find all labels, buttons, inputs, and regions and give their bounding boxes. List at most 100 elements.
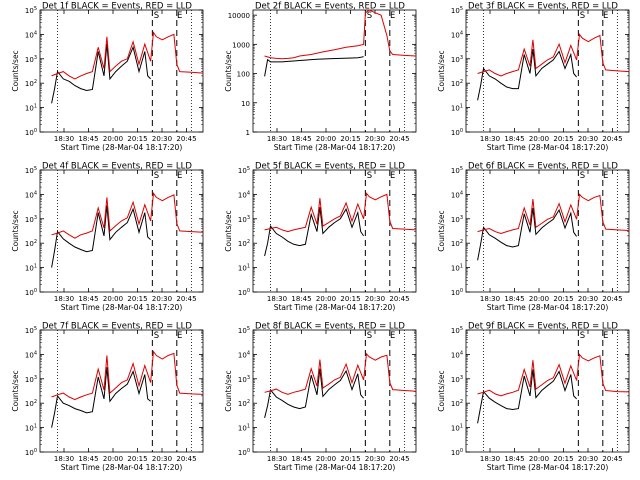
- y-axis-label: Counts/sec: [11, 50, 20, 91]
- x-axis-label: Start Time (28-Mar-04 18:17:20): [61, 463, 183, 472]
- x-tick-label: 18:45: [78, 135, 98, 143]
- y-tick-label: 100: [25, 288, 37, 297]
- x-tick-label: 18:45: [78, 455, 98, 463]
- events-series-line: [51, 367, 151, 428]
- x-axis-label: Start Time (28-Mar-04 18:17:20): [274, 303, 396, 312]
- y-tick-label: 102: [25, 399, 37, 408]
- x-tick-label: 20:15: [340, 135, 360, 143]
- marker-letter: E: [603, 171, 608, 181]
- x-tick-label: 20:00: [316, 455, 336, 463]
- y-tick-label: 103: [238, 215, 250, 224]
- lld-series-line: [477, 353, 630, 397]
- y-tick-label: 102: [238, 239, 250, 248]
- y-tick-label: 105: [451, 6, 463, 15]
- x-tick-label: 20:45: [602, 455, 622, 463]
- x-tick-label: 20:30: [365, 295, 385, 303]
- x-tick-label: 20:30: [152, 135, 172, 143]
- panel-title: Det 2f BLACK = Events, RED = LLD: [255, 2, 405, 12]
- x-tick-label: 20:45: [176, 455, 196, 463]
- x-tick-label: 18:30: [54, 455, 74, 463]
- panel-title: Det 1f BLACK = Events, RED = LLD: [42, 2, 192, 12]
- y-tick-label: 10000: [228, 12, 250, 20]
- y-tick-label: 103: [451, 215, 463, 224]
- y-tick-label: 105: [25, 326, 37, 335]
- y-tick-label: 100: [25, 448, 37, 457]
- x-tick-label: 20:15: [553, 455, 573, 463]
- x-tick-label: 18:30: [267, 295, 287, 303]
- x-tick-label: 20:00: [103, 135, 123, 143]
- x-tick-label: 20:15: [127, 455, 147, 463]
- events-series-line: [51, 205, 151, 268]
- y-tick-label: 103: [451, 375, 463, 384]
- y-tick-label: 101: [451, 104, 463, 113]
- lld-series-line: [51, 350, 204, 401]
- events-series-line: [264, 207, 365, 257]
- y-tick-label: 101: [238, 424, 250, 433]
- y-axis-label: Counts/sec: [437, 210, 446, 251]
- y-tick-label: 103: [25, 375, 37, 384]
- y-tick-label: 103: [25, 215, 37, 224]
- x-tick-label: 18:30: [480, 135, 500, 143]
- panel-2: Det 2f BLACK = Events, RED = LLD 1 10 100 10…: [224, 2, 417, 152]
- y-tick-label: 1: [246, 129, 250, 137]
- x-tick-label: 20:30: [152, 455, 172, 463]
- y-axis-label: Counts/sec: [224, 50, 233, 91]
- events-series-line: [264, 56, 364, 77]
- panel-4: Det 4f BLACK = Events, RED = LLD 100 101 10…: [11, 162, 204, 312]
- x-axis-label: Start Time (28-Mar-04 18:17:20): [487, 143, 609, 152]
- x-tick-label: 20:45: [389, 295, 409, 303]
- x-tick-label: 20:00: [103, 295, 123, 303]
- events-series-line: [477, 207, 578, 261]
- y-tick-label: 100: [238, 448, 250, 457]
- y-tick-label: 104: [238, 350, 250, 359]
- x-tick-label: 18:45: [504, 455, 524, 463]
- y-tick-label: 105: [25, 6, 37, 15]
- x-tick-label: 20:15: [553, 135, 573, 143]
- x-tick-label: 20:00: [316, 135, 336, 143]
- y-tick-label: 102: [451, 79, 463, 88]
- marker-letter: S: [154, 171, 159, 181]
- y-axis-label: Counts/sec: [224, 210, 233, 251]
- y-tick-label: 104: [25, 190, 37, 199]
- x-axis-label: Start Time (28-Mar-04 18:17:20): [487, 303, 609, 312]
- plot-frame: [465, 9, 630, 133]
- y-axis-label: Counts/sec: [11, 370, 20, 411]
- y-tick-label: 100: [238, 288, 250, 297]
- y-tick-label: 102: [25, 239, 37, 248]
- y-tick-label: 103: [25, 55, 37, 64]
- x-axis-label: Start Time (28-Mar-04 18:17:20): [487, 463, 609, 472]
- y-tick-label: 102: [25, 79, 37, 88]
- x-tick-label: 18:45: [291, 295, 311, 303]
- events-series-line: [477, 49, 577, 101]
- marker-letter: E: [390, 171, 395, 181]
- marker-letter: E: [177, 11, 182, 21]
- x-tick-label: 20:30: [365, 455, 385, 463]
- x-tick-label: 20:45: [176, 295, 196, 303]
- y-axis-label: Counts/sec: [224, 370, 233, 411]
- plot-frame: [252, 9, 417, 133]
- lld-series-line: [51, 192, 204, 239]
- y-tick-label: 104: [451, 190, 463, 199]
- x-tick-label: 18:30: [267, 135, 287, 143]
- x-tick-label: 20:00: [529, 135, 549, 143]
- y-tick-label: 105: [238, 166, 250, 175]
- events-series-line: [477, 369, 577, 424]
- panel-title: Det 5f BLACK = Events, RED = LLD: [255, 162, 405, 172]
- lld-series-line: [477, 193, 630, 235]
- y-tick-label: 104: [451, 30, 463, 39]
- x-tick-label: 18:45: [504, 295, 524, 303]
- x-tick-label: 20:15: [127, 295, 147, 303]
- lld-series-line: [477, 33, 630, 77]
- y-tick-label: 101: [238, 264, 250, 273]
- y-tick-label: 102: [238, 399, 250, 408]
- y-tick-label: 101: [25, 104, 37, 113]
- x-tick-label: 18:30: [267, 455, 287, 463]
- panel-6: Det 6f BLACK = Events, RED = LLD 100 101 10…: [437, 162, 630, 312]
- plot-frame: [465, 169, 630, 293]
- marker-letter: E: [177, 331, 182, 341]
- x-tick-label: 18:45: [504, 135, 524, 143]
- marker-letter: E: [603, 331, 608, 341]
- x-tick-label: 18:45: [291, 455, 311, 463]
- x-axis-label: Start Time (28-Mar-04 18:17:20): [274, 463, 396, 472]
- y-tick-label: 102: [451, 399, 463, 408]
